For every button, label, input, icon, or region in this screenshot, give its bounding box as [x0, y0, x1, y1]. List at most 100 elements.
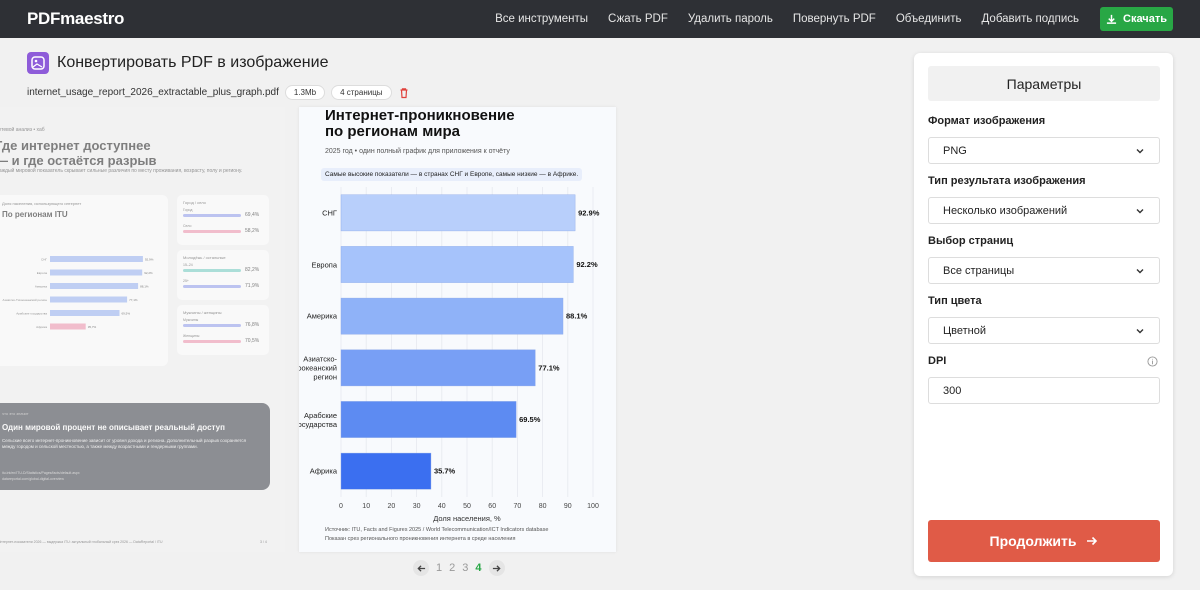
- next-page[interactable]: [488, 560, 505, 576]
- value-label: 92.9%: [578, 208, 600, 217]
- row-label: Город: [183, 208, 193, 212]
- card-title: Мужчины / женщины: [183, 310, 222, 315]
- page-number[interactable]: 3: [462, 562, 469, 574]
- file-name: internet_usage_report_2026_extractable_p…: [27, 87, 279, 98]
- row-value: 71,9%: [245, 283, 260, 289]
- chevron-icon: [1136, 148, 1144, 153]
- bar: [340, 297, 564, 335]
- row-label: Женщины: [183, 334, 200, 338]
- thumb-footer: Интернет-показатели 2026 — выдержка ITU:…: [0, 540, 163, 544]
- value-label: 69.5%: [519, 415, 541, 424]
- chart-title: по регионам мира: [325, 123, 461, 140]
- row-value: 58,2%: [245, 228, 260, 234]
- mini-category: Африка: [36, 325, 47, 329]
- mini-bar: [50, 323, 86, 330]
- page-number[interactable]: 4: [475, 562, 482, 574]
- arrow-icon: [1087, 536, 1098, 546]
- nav-link[interactable]: Объединить: [895, 13, 962, 25]
- field-label: DPI: [928, 355, 947, 367]
- download-button[interactable]: Скачать: [1100, 7, 1173, 31]
- text-input[interactable]: 300: [928, 377, 1160, 404]
- nav-link[interactable]: Все инструменты: [495, 13, 589, 25]
- info-icon: [1147, 356, 1158, 367]
- row-label: 25+: [183, 279, 189, 283]
- page-number[interactable]: 2: [449, 562, 456, 574]
- nav-link[interactable]: Добавить подпись: [981, 13, 1080, 25]
- page-count: 4 страницы: [331, 85, 392, 100]
- kicker: сетевой анализ • хаб: [0, 127, 45, 133]
- continue-label: Продолжить: [989, 533, 1077, 549]
- stat-card: Город / село Город 69,4% Село 58,2%: [177, 195, 269, 245]
- mini-category: Америка: [35, 285, 47, 289]
- x-tick-label: 20: [388, 503, 396, 510]
- value-label: 35.7%: [434, 467, 456, 476]
- source-note: Показан срез регионального проникновения…: [325, 536, 516, 542]
- nav-link[interactable]: Повернуть PDF: [792, 13, 876, 25]
- row-bar: [183, 214, 241, 217]
- row-bar: [183, 269, 241, 272]
- field-label: Тип цвета: [928, 295, 982, 307]
- panel-kicker: Доля населения, использующего интернет: [2, 201, 82, 206]
- mini-value: 88,1%: [140, 285, 149, 289]
- x-tick-label: 70: [514, 503, 522, 510]
- row-value: 82,2%: [245, 267, 260, 273]
- select[interactable]: Несколько изображений: [928, 197, 1160, 224]
- stat-card: Мужчины / женщины Мужчины 76,8% Женщины 70,5…: [177, 305, 269, 355]
- chart: 0 10 20 30 40 50 60 70 80 90 100 Доля населения, % 9…: [339, 187, 600, 523]
- row-value: 76,8%: [245, 322, 260, 328]
- chevron: [1136, 208, 1144, 213]
- callout-link: datareportal.com/global-digital-overview: [2, 477, 64, 481]
- nav-link[interactable]: Сжать PDF: [608, 13, 668, 25]
- row-value: 69,4%: [245, 212, 260, 218]
- category-label: Азиатско-Тихоокеанский регион: [299, 354, 337, 382]
- field-value: Несколько изображений: [943, 204, 1068, 217]
- arrow-icon: [492, 564, 501, 572]
- field-value: PNG: [943, 144, 967, 157]
- chevron-icon: [1136, 268, 1144, 273]
- bar: [340, 246, 574, 283]
- field-label: Тип результата изображения: [928, 175, 1086, 187]
- mini-category: Европа: [37, 271, 48, 275]
- nav-link[interactable]: Удалить пароль: [687, 13, 773, 25]
- arrow: [416, 564, 425, 572]
- mini-bar: [50, 310, 120, 316]
- continue-button[interactable]: Продолжить: [928, 520, 1160, 562]
- chevron-icon: [1136, 208, 1144, 213]
- mini-bar: [50, 256, 143, 262]
- prev-page[interactable]: [413, 560, 429, 576]
- logo[interactable]: PDFmaestro: [27, 9, 125, 28]
- x-tick-label: 10: [362, 503, 370, 510]
- download-icon: [1106, 14, 1117, 24]
- x-tick-label: 90: [564, 503, 572, 510]
- arrow-icon: [416, 564, 425, 572]
- page-thumbnail[interactable]: сетевой анализ • хаб Где интернет доступн…: [0, 107, 285, 552]
- delete-icon[interactable]: [398, 87, 410, 99]
- tool-icon: [27, 52, 49, 74]
- x-tick-label: 40: [438, 503, 446, 510]
- lead: Каждый мировой показатель скрывает сильн…: [0, 168, 243, 174]
- field-value: Все страницы: [943, 264, 1015, 277]
- select[interactable]: Цветной: [928, 317, 1160, 344]
- select[interactable]: PNG: [928, 137, 1160, 164]
- callout-kicker: что это значит: [2, 411, 29, 416]
- category-label: Африка: [309, 466, 337, 476]
- category-label: Арабские государства: [299, 410, 337, 429]
- mini-bar: [50, 296, 128, 303]
- category-label: Европа: [311, 260, 337, 269]
- chart-title: Интернет-проникновение: [325, 107, 515, 124]
- info-circle: [1147, 356, 1158, 367]
- select[interactable]: Все страницы: [928, 257, 1160, 284]
- page-number[interactable]: 1: [436, 562, 443, 574]
- mini-value: 92,2%: [144, 271, 153, 275]
- mini-bar: [50, 269, 143, 276]
- callout: что это значит Один мировой процент не оп…: [0, 403, 270, 490]
- mini-chart: СНГ 92,9% Европа 92,2% Америка 88,1% Азиатско-…: [3, 256, 154, 330]
- x-tick-label: 60: [488, 503, 496, 510]
- row-label: 15–24: [183, 263, 193, 267]
- row-bar: [183, 230, 241, 233]
- callout-text: Сельские всего интернет-проникновение за…: [2, 438, 247, 449]
- mini-value: 77,1%: [129, 298, 138, 302]
